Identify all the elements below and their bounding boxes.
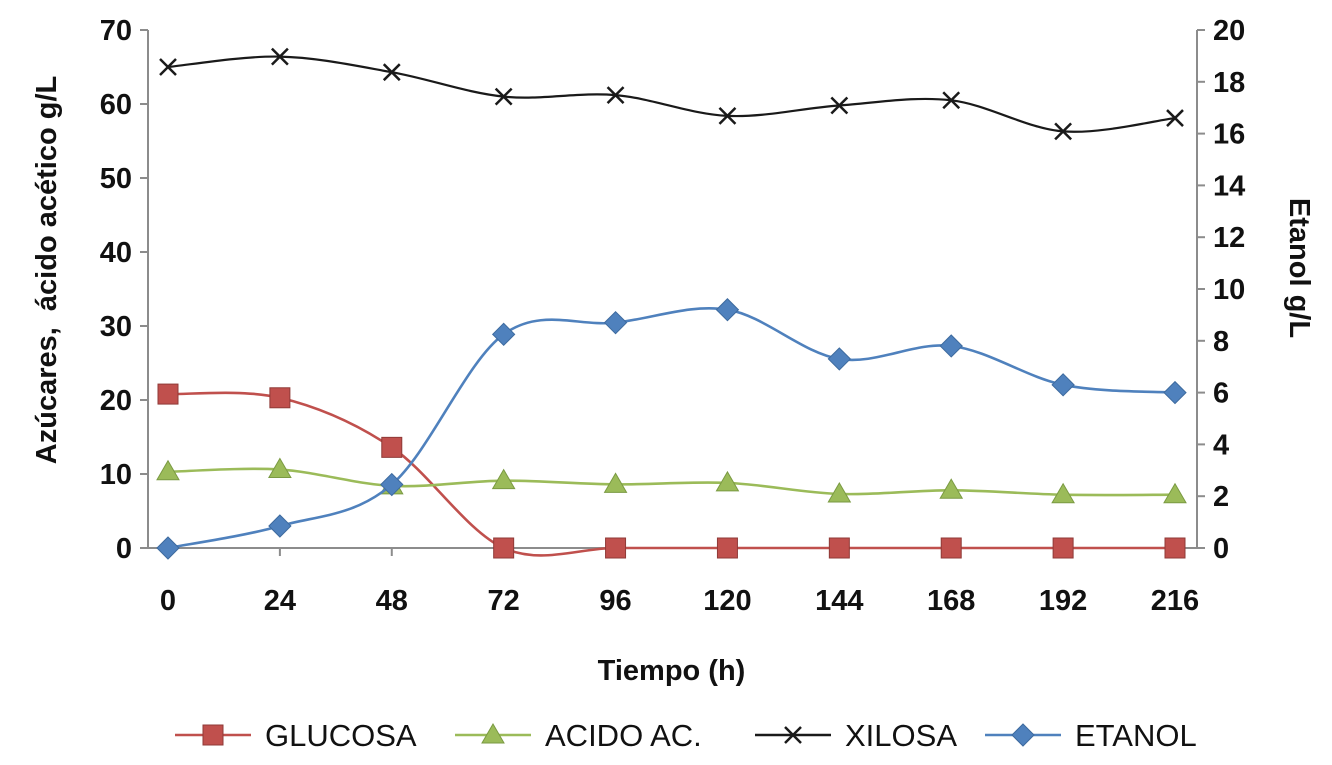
data-point-xilosa-stroke xyxy=(271,47,289,66)
x-tick-label: 48 xyxy=(376,585,408,617)
data-point-etanol xyxy=(827,347,852,371)
data-point-xilosa xyxy=(718,106,737,125)
x-tick-label: 168 xyxy=(927,585,975,617)
data-point-xilosa xyxy=(942,91,961,110)
series-line-xilosa xyxy=(167,55,1176,133)
legend-marker xyxy=(784,726,802,744)
data-point-xilosa-stroke xyxy=(1054,122,1072,141)
data-point-etanol xyxy=(1163,380,1187,405)
legend-label: ETANOL xyxy=(1075,718,1197,753)
data-point-glucosa xyxy=(1164,537,1186,559)
data-point-etanol xyxy=(603,310,628,335)
x-tick-label: 216 xyxy=(1151,585,1199,617)
right-tick-label: 10 xyxy=(1213,274,1245,306)
legend-item-etanol: ETANOL xyxy=(985,718,1197,753)
data-point-etanol xyxy=(156,536,180,560)
left-tick-label: 70 xyxy=(100,15,132,47)
right-tick-label: 2 xyxy=(1213,481,1229,513)
left-tick-label: 30 xyxy=(100,311,132,343)
data-point-glucosa xyxy=(1052,537,1074,559)
right-tick-label: 16 xyxy=(1213,119,1245,151)
data-point-glucosa xyxy=(828,537,850,559)
data-point-xilosa-stroke xyxy=(382,63,401,82)
data-point-acido-ac xyxy=(268,457,292,479)
series-line-etanol xyxy=(167,307,1176,550)
data-point-xilosa xyxy=(606,86,625,105)
data-point-etanol xyxy=(715,298,740,322)
series-line-glucosa xyxy=(167,391,1175,557)
legend-label: ACIDO AC. xyxy=(545,718,702,753)
x-axis-title: Tiempo (h) xyxy=(598,655,746,687)
x-tick-label: 192 xyxy=(1039,585,1087,617)
legend-marker-stroke xyxy=(784,726,802,744)
data-point-glucosa xyxy=(605,537,627,559)
right-tick-label: 8 xyxy=(1213,326,1229,358)
x-tick-label: 96 xyxy=(599,585,631,617)
legend-label: XILOSA xyxy=(845,718,957,753)
legend-item-acido-ac: ACIDO AC. xyxy=(455,718,702,753)
data-point-xilosa xyxy=(830,96,849,115)
data-point-glucosa xyxy=(940,537,962,559)
right-tick-label: 12 xyxy=(1213,222,1245,254)
data-point-etanol xyxy=(268,514,292,538)
left-tick-label: 20 xyxy=(100,385,132,417)
data-point-xilosa-stroke xyxy=(606,86,625,105)
data-point-xilosa-stroke xyxy=(159,58,177,76)
data-point-acido-ac xyxy=(1163,482,1187,504)
data-point-glucosa xyxy=(269,387,291,409)
data-point-xilosa xyxy=(1054,122,1072,141)
x-tick-label: 120 xyxy=(703,585,751,617)
x-tick-label: 72 xyxy=(488,585,520,617)
data-point-glucosa xyxy=(493,537,515,559)
data-point-acido-ac xyxy=(156,459,180,481)
legend-label: GLUCOSA xyxy=(265,718,417,753)
right-tick-label: 18 xyxy=(1213,67,1245,99)
right-tick-label: 20 xyxy=(1213,15,1245,47)
data-point-acido-ac xyxy=(939,478,964,499)
x-tick-label: 144 xyxy=(815,585,863,617)
data-point-xilosa-stroke xyxy=(718,106,737,125)
x-tick-label: 24 xyxy=(264,585,296,617)
data-point-glucosa xyxy=(381,436,403,458)
left-tick-label: 60 xyxy=(100,89,132,121)
series-line-acido-ac xyxy=(167,467,1176,497)
right-tick-label: 0 xyxy=(1213,533,1229,565)
left-tick-label: 0 xyxy=(116,533,132,565)
legend-marker xyxy=(481,723,505,744)
data-point-etanol xyxy=(491,322,516,347)
left-axis-title: Azúcares, ácido acético g/L xyxy=(31,76,63,464)
legend-item-xilosa: XILOSA xyxy=(755,718,957,753)
data-point-xilosa-stroke xyxy=(942,91,961,110)
data-point-acido-ac xyxy=(827,481,852,503)
left-tick-label: 50 xyxy=(100,163,132,195)
data-point-acido-ac xyxy=(603,472,628,493)
data-point-glucosa xyxy=(157,383,179,405)
data-point-xilosa-stroke xyxy=(830,96,849,115)
data-point-xilosa xyxy=(1166,109,1184,127)
data-point-etanol xyxy=(380,472,404,497)
right-tick-label: 4 xyxy=(1213,429,1229,461)
legend-marker xyxy=(1011,723,1035,747)
data-point-etanol xyxy=(939,334,963,358)
data-point-xilosa xyxy=(271,47,289,66)
left-tick-label: 10 xyxy=(100,459,132,491)
right-tick-label: 14 xyxy=(1213,170,1245,202)
data-point-glucosa xyxy=(716,537,738,559)
data-point-xilosa xyxy=(494,87,513,106)
right-tick-label: 6 xyxy=(1213,378,1229,410)
left-tick-label: 40 xyxy=(100,237,132,269)
data-point-xilosa-stroke xyxy=(494,87,513,106)
data-point-etanol xyxy=(1051,373,1075,397)
data-point-xilosa xyxy=(382,63,401,82)
x-tick-label: 0 xyxy=(160,585,176,617)
legend-marker xyxy=(202,724,224,746)
right-axis-title: Etanol g/L xyxy=(1283,198,1315,338)
data-point-acido-ac xyxy=(1051,482,1075,504)
data-point-xilosa xyxy=(159,58,177,76)
data-point-acido-ac xyxy=(715,470,740,492)
data-point-acido-ac xyxy=(491,468,516,490)
legend-item-glucosa: GLUCOSA xyxy=(175,718,417,753)
data-point-xilosa-stroke xyxy=(1166,109,1184,127)
